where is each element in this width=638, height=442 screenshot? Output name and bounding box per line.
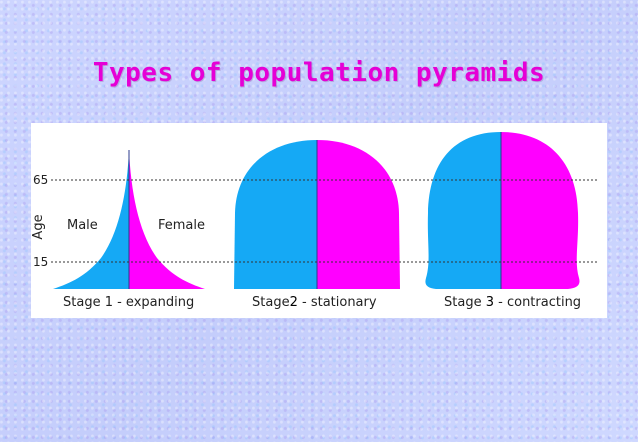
stage-1-pyramid	[53, 150, 205, 289]
stage-3-caption: Stage 3 - contracting	[444, 295, 581, 310]
pyramid-svg: Age 65 15 Male Female Stage 1	[31, 132, 597, 310]
pyramid-figure: Age 65 15 Male Female Stage 1	[31, 123, 607, 318]
stage-1-caption-prefix: Stage 1	[63, 295, 113, 310]
stage-3-pyramid	[425, 132, 580, 289]
male-label: Male	[67, 218, 98, 233]
tick-label-65: 65	[33, 173, 48, 187]
stage-3-caption-suffix: - contracting	[498, 295, 581, 310]
stage-2-male-half	[234, 140, 317, 289]
stage-2-caption-prefix: Stage	[252, 295, 290, 310]
age-axis-label: Age	[31, 214, 46, 239]
stage-2-caption-suffix: - stationary	[302, 295, 377, 310]
stage-2-female-half	[317, 140, 400, 289]
tick-label-15: 15	[33, 255, 48, 269]
stage-3-male-half	[425, 132, 501, 289]
stage-2-number: 2	[290, 295, 298, 310]
stage-1-caption-suffix: - expanding	[117, 295, 194, 310]
stage-1-male-half	[53, 150, 129, 289]
stage-2-caption: Stage2 - stationary	[252, 295, 377, 310]
female-label: Female	[158, 218, 205, 233]
slide-title: Types of population pyramids	[92, 58, 546, 88]
stage-2-pyramid	[234, 140, 400, 289]
stage-1-caption: Stage 1 - expanding	[63, 295, 194, 310]
stage-3-female-half	[501, 132, 580, 289]
stage-1-female-half	[129, 150, 205, 289]
stage-3-caption-prefix: Stage	[444, 295, 482, 310]
stage-3-number: 3	[486, 295, 494, 310]
